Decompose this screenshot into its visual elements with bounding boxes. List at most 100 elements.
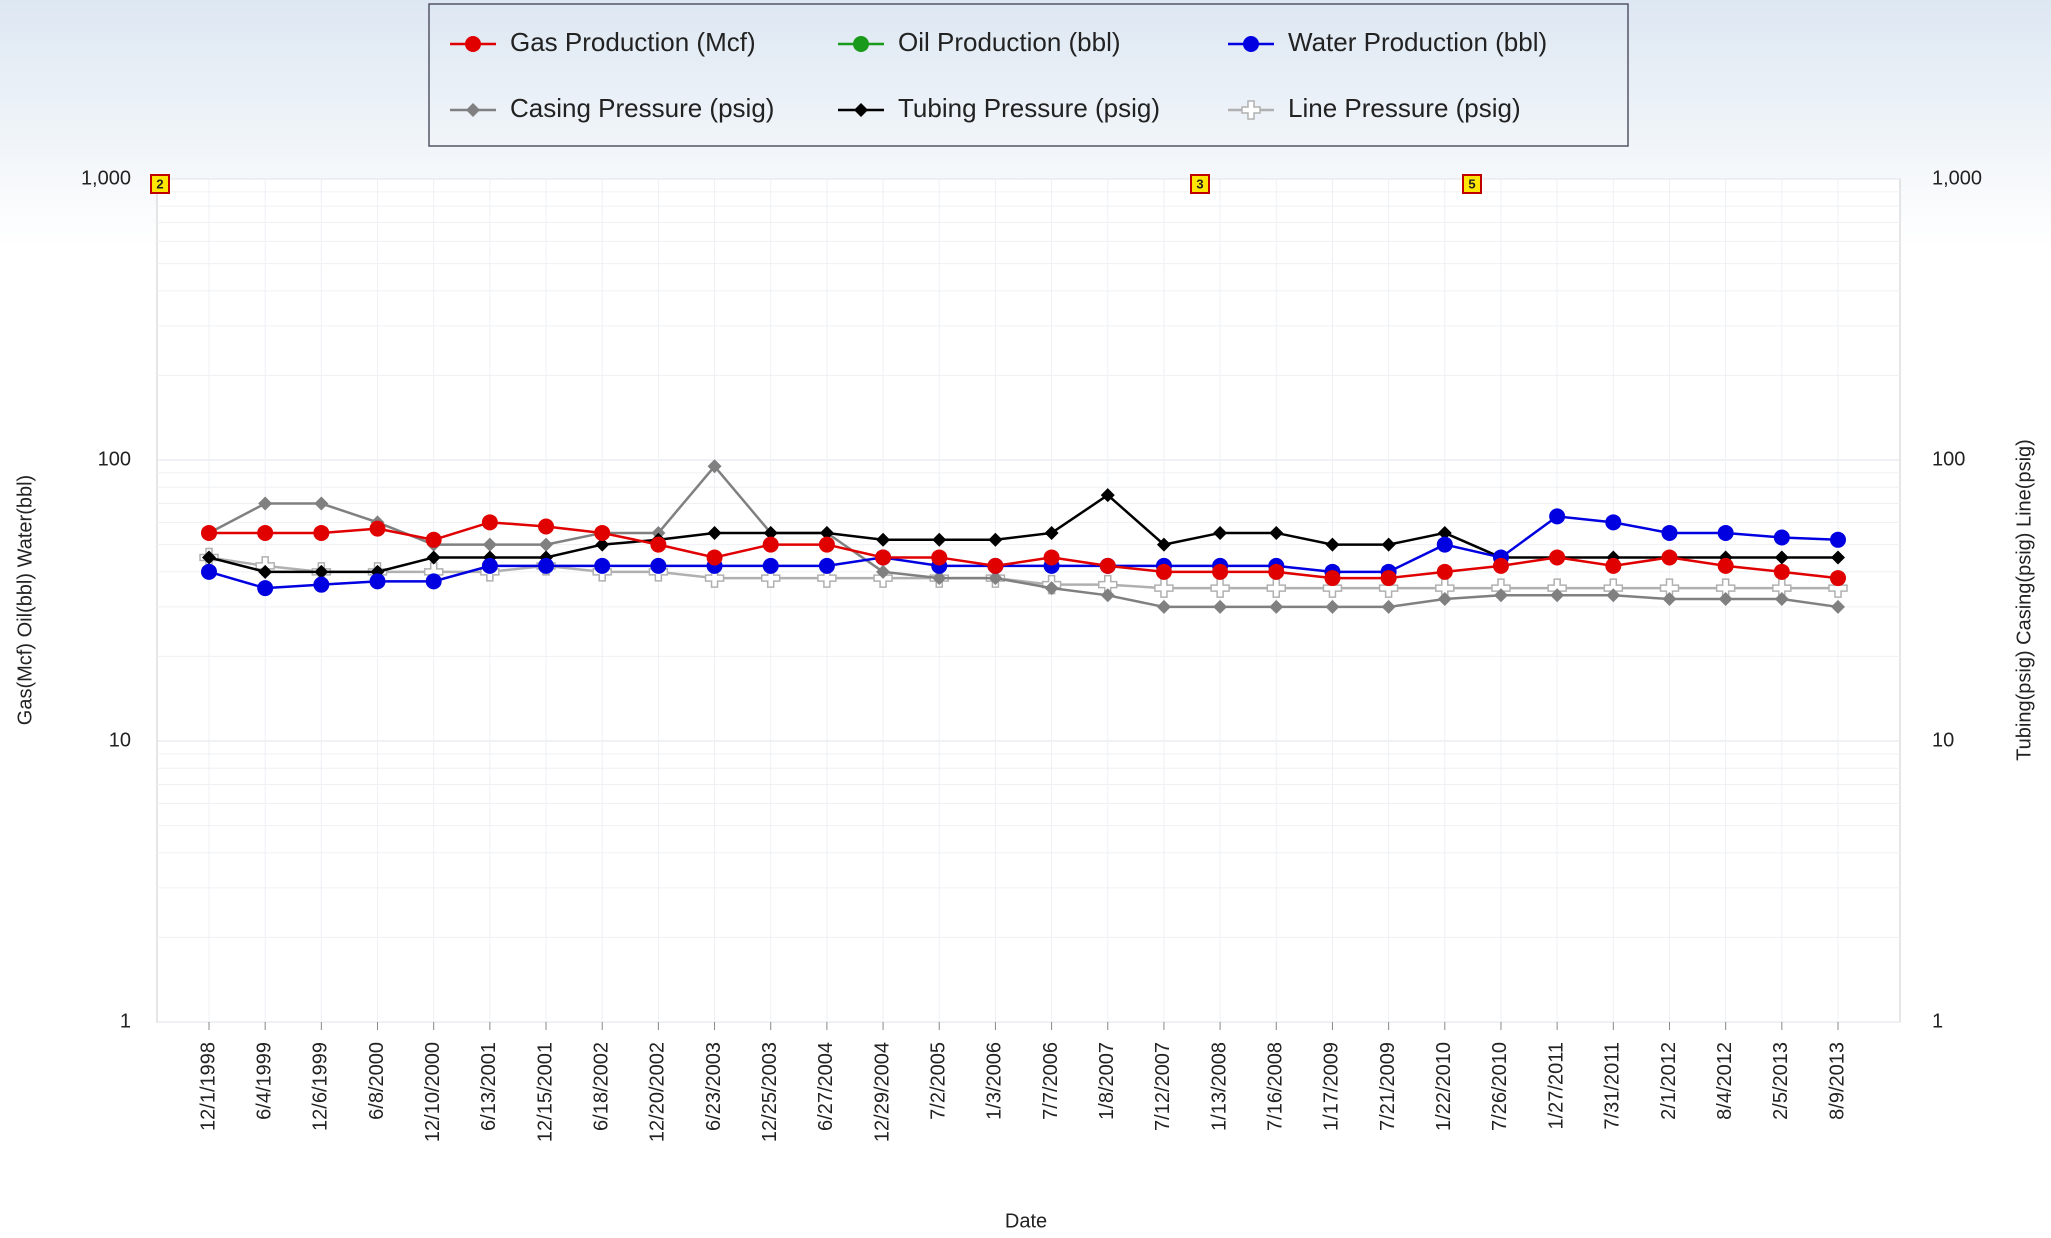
x-tick-label: 12/25/2003 <box>759 1042 781 1142</box>
x-tick-label: 1/13/2008 <box>1208 1042 1230 1131</box>
legend-box <box>428 3 1629 147</box>
plot-area <box>156 178 1901 1023</box>
legend-marker <box>1241 100 1261 120</box>
point <box>1213 525 1228 540</box>
point <box>1830 570 1846 587</box>
point <box>1155 563 1172 580</box>
point <box>762 536 779 553</box>
point <box>1662 592 1677 607</box>
point <box>1210 578 1230 598</box>
point <box>762 557 779 574</box>
point <box>1436 563 1453 580</box>
x-tick-label: 7/7/2006 <box>1040 1042 1062 1120</box>
point <box>1044 525 1059 540</box>
point <box>538 518 555 535</box>
legend-marker <box>853 36 869 52</box>
point <box>1325 599 1340 614</box>
point <box>988 571 1003 586</box>
x-tick-label: 6/27/2004 <box>815 1042 837 1131</box>
point <box>1773 563 1790 580</box>
point <box>1100 588 1115 603</box>
legend-label: Oil Production (bbl) <box>898 27 1121 57</box>
x-tick-label: 12/1/1998 <box>197 1042 219 1131</box>
legend-label: Gas Production (Mcf) <box>510 27 756 57</box>
point <box>1717 557 1734 574</box>
legend-marker <box>466 103 480 117</box>
annotation-label: 3 <box>1196 176 1203 191</box>
point <box>482 537 497 552</box>
point <box>1830 531 1846 548</box>
point <box>257 580 274 597</box>
y-tick-label: 1,000 <box>81 167 131 189</box>
series-line <box>208 493 1838 574</box>
y2-tick-label: 1 <box>1932 1010 1943 1032</box>
point <box>1718 592 1733 607</box>
annotation-box <box>1462 174 1482 194</box>
point <box>369 520 386 537</box>
point <box>1550 588 1565 603</box>
x-tick-label: 1/27/2011 <box>1545 1042 1567 1130</box>
point <box>1266 578 1287 598</box>
point <box>1324 570 1341 587</box>
point <box>1549 508 1566 525</box>
point <box>481 557 498 574</box>
point <box>819 525 834 540</box>
point <box>314 496 329 511</box>
point <box>314 564 329 579</box>
x-tick-label: 7/31/2011 <box>1602 1042 1624 1130</box>
point <box>817 568 837 588</box>
point <box>1269 525 1284 540</box>
point <box>876 564 891 579</box>
x-tick-label: 6/8/2000 <box>366 1042 388 1120</box>
point <box>875 549 892 566</box>
point <box>369 573 386 590</box>
point <box>1605 514 1622 531</box>
legend-label: Water Production (bbl) <box>1288 27 1547 57</box>
point <box>1099 557 1116 574</box>
point <box>538 557 555 574</box>
point <box>1380 570 1397 587</box>
point <box>932 571 947 586</box>
point <box>425 531 442 548</box>
point <box>595 537 610 552</box>
point <box>1661 549 1678 566</box>
point <box>594 524 611 541</box>
x-tick-label: 2/1/2012 <box>1658 1042 1680 1120</box>
point <box>1156 537 1171 552</box>
point <box>1156 599 1171 614</box>
point <box>876 532 891 547</box>
point <box>1774 550 1789 565</box>
point <box>1717 524 1734 541</box>
x-tick-label: 12/15/2001 <box>534 1042 556 1142</box>
point <box>425 573 442 590</box>
point <box>1100 488 1115 503</box>
point <box>481 514 498 531</box>
point <box>818 536 835 553</box>
legend-marker <box>465 36 481 52</box>
x-tick-label: 1/3/2006 <box>984 1042 1006 1120</box>
point <box>1154 578 1174 598</box>
legend-marker <box>854 103 868 117</box>
point <box>1606 588 1621 603</box>
point <box>426 550 441 565</box>
point <box>707 459 722 474</box>
y-axis-title: Gas(Mcf) Oil(bbl) Water(bbl) <box>14 475 36 725</box>
point <box>987 557 1004 574</box>
x-tick-label: 12/20/2002 <box>647 1042 669 1142</box>
point <box>1493 588 1508 603</box>
x-tick-label: 12/10/2000 <box>422 1042 444 1142</box>
x-tick-label: 1/22/2010 <box>1433 1042 1455 1131</box>
point <box>257 524 274 541</box>
point <box>258 564 273 579</box>
x-tick-label: 8/4/2012 <box>1714 1042 1736 1120</box>
point <box>763 525 778 540</box>
series-line <box>209 521 1839 580</box>
point <box>1661 524 1678 541</box>
y-tick-label: 1 <box>120 1010 131 1032</box>
point <box>988 532 1003 547</box>
x-tick-label: 7/21/2009 <box>1377 1042 1399 1131</box>
x-tick-label: 6/13/2001 <box>478 1042 500 1131</box>
x-tick-label: 7/16/2008 <box>1265 1042 1287 1131</box>
point <box>704 568 725 588</box>
point <box>1549 549 1566 566</box>
